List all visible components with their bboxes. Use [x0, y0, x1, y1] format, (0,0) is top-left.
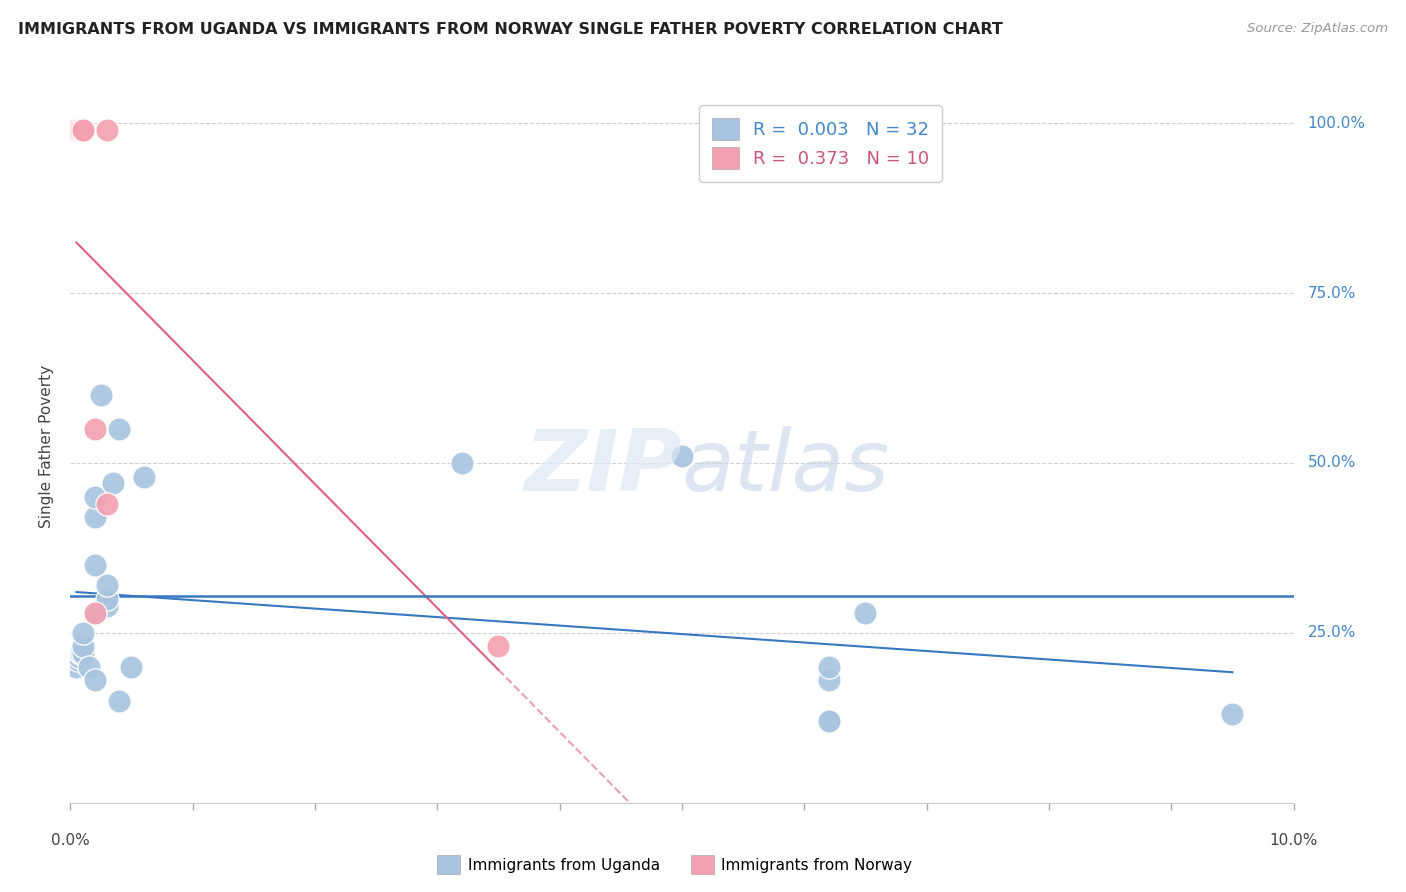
Point — [132, 469, 155, 483]
Point — [96, 497, 118, 511]
Text: atlas: atlas — [682, 425, 890, 509]
Text: 100.0%: 100.0% — [1308, 116, 1365, 131]
Point — [83, 606, 105, 620]
Point — [96, 599, 118, 613]
Point — [83, 490, 105, 504]
Point — [72, 640, 94, 654]
Point — [77, 660, 100, 674]
Y-axis label: Single Father Poverty: Single Father Poverty — [39, 365, 55, 527]
Text: 25.0%: 25.0% — [1308, 625, 1355, 640]
Point — [70, 646, 93, 660]
Point — [450, 456, 472, 470]
Point — [72, 123, 94, 137]
Point — [67, 649, 90, 664]
Text: 10.0%: 10.0% — [1270, 833, 1317, 848]
Point — [65, 123, 87, 137]
Point — [817, 673, 839, 688]
Point — [817, 714, 839, 729]
Point — [817, 714, 839, 729]
Point — [83, 422, 105, 436]
Text: ZIP: ZIP — [524, 425, 682, 509]
Point — [121, 660, 143, 674]
Point — [83, 558, 105, 572]
Point — [108, 422, 131, 436]
Point — [67, 123, 90, 137]
Point — [96, 578, 118, 592]
Point — [72, 123, 94, 137]
Legend: Immigrants from Uganda, Immigrants from Norway: Immigrants from Uganda, Immigrants from … — [432, 849, 918, 880]
Text: Source: ZipAtlas.com: Source: ZipAtlas.com — [1247, 22, 1388, 36]
Point — [70, 123, 93, 137]
Point — [72, 646, 94, 660]
Point — [69, 646, 91, 660]
Point — [90, 388, 112, 402]
Point — [108, 694, 131, 708]
Point — [101, 476, 124, 491]
Point — [671, 449, 693, 463]
Point — [83, 606, 105, 620]
Point — [817, 660, 839, 674]
Point — [96, 123, 118, 137]
Point — [66, 653, 89, 667]
Point — [83, 673, 105, 688]
Point — [855, 606, 877, 620]
Point — [65, 660, 87, 674]
Point — [72, 646, 94, 660]
Point — [488, 640, 510, 654]
Point — [96, 591, 118, 606]
Legend: R =  0.003   N = 32, R =  0.373   N = 10: R = 0.003 N = 32, R = 0.373 N = 10 — [699, 105, 942, 182]
Text: IMMIGRANTS FROM UGANDA VS IMMIGRANTS FROM NORWAY SINGLE FATHER POVERTY CORRELATI: IMMIGRANTS FROM UGANDA VS IMMIGRANTS FRO… — [18, 22, 1002, 37]
Text: 50.0%: 50.0% — [1308, 456, 1355, 470]
Text: 0.0%: 0.0% — [51, 833, 90, 848]
Point — [1220, 707, 1243, 722]
Text: 75.0%: 75.0% — [1308, 285, 1355, 301]
Point — [72, 626, 94, 640]
Point — [83, 510, 105, 524]
